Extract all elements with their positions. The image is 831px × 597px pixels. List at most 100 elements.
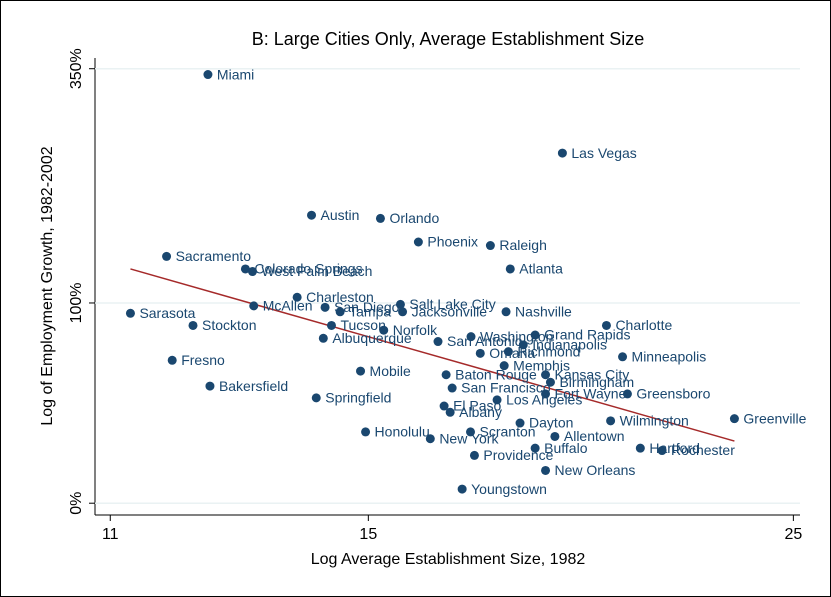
point: [475, 348, 485, 358]
point-label: Bakersfield: [219, 378, 288, 394]
point: [361, 427, 371, 437]
point-label: Tampa: [349, 303, 391, 319]
point-label: Buffalo: [544, 440, 588, 456]
point: [318, 333, 328, 343]
point: [557, 148, 567, 158]
point: [618, 352, 628, 362]
point-label: Salt Lake City: [409, 296, 495, 312]
point: [311, 393, 321, 403]
point: [398, 307, 408, 317]
point: [188, 320, 198, 330]
point-label: Greenville: [743, 410, 806, 426]
point-label: New Orleans: [555, 462, 636, 478]
point: [635, 443, 645, 453]
point-label: New York: [439, 430, 499, 446]
point: [292, 292, 302, 302]
point: [326, 320, 336, 330]
fit-line: [130, 268, 735, 442]
point-label: Greensboro: [636, 386, 710, 402]
point-label: Charlotte: [615, 317, 672, 333]
point-label: Norfolk: [393, 322, 438, 338]
y-tick-label: 350%: [68, 48, 85, 89]
point-label: Phoenix: [427, 234, 478, 250]
point-label: Las Vegas: [571, 145, 636, 161]
plot-area: [95, 58, 800, 515]
point: [729, 414, 739, 424]
point: [550, 431, 560, 441]
point: [249, 301, 259, 311]
point-label: Atlanta: [519, 261, 563, 277]
point: [501, 307, 511, 317]
point: [162, 251, 172, 261]
point: [395, 299, 405, 309]
point: [439, 401, 449, 411]
point-label: Jacksonville: [412, 303, 488, 319]
point-label: Memphis: [513, 357, 570, 373]
point: [518, 340, 528, 350]
chart-title: B: Large Cities Only, Average Establishm…: [252, 29, 645, 49]
point: [457, 484, 467, 494]
point-label: Fresno: [181, 352, 225, 368]
x-tick-label: 11: [102, 526, 119, 543]
point-label: McAllen: [263, 298, 313, 314]
point-label: Albuquerque: [332, 330, 412, 346]
point-label: Colorado Springs: [254, 261, 362, 277]
point-label: Fort Wayne: [555, 386, 627, 402]
point-label: Tucson: [340, 317, 385, 333]
point: [205, 381, 215, 391]
point: [307, 210, 317, 220]
point-label: Sacramento: [176, 248, 252, 264]
point: [203, 70, 213, 80]
point: [356, 366, 366, 376]
point: [541, 465, 551, 475]
point-label: Dayton: [529, 415, 573, 431]
point-label: West Palm Beach: [261, 263, 372, 279]
x-tick-label: 25: [784, 526, 802, 543]
point: [622, 389, 632, 399]
point-label: Baton Rouge: [455, 366, 537, 382]
point-label: Los Angeles: [506, 392, 582, 408]
point: [447, 383, 457, 393]
point-label: Omaha: [489, 345, 535, 361]
point: [545, 377, 555, 387]
point-label: San Francisco: [461, 380, 551, 396]
point: [499, 361, 509, 371]
point: [425, 434, 435, 444]
point-label: Stockton: [202, 317, 256, 333]
point: [541, 389, 551, 399]
point: [492, 395, 502, 405]
point: [530, 443, 540, 453]
y-axis-label: Log of Employment Growth, 1982-2002: [39, 146, 56, 425]
point-label: Scranton: [480, 424, 536, 440]
point: [601, 320, 611, 330]
y-tick-label: 0%: [68, 492, 85, 515]
point-label: Allentown: [564, 428, 625, 444]
point-label: Charleston: [306, 289, 374, 305]
point-label: Miami: [217, 66, 254, 82]
point-label: San Diego: [334, 299, 400, 315]
point: [466, 427, 476, 437]
point: [466, 332, 476, 342]
point: [125, 308, 135, 318]
point: [445, 407, 455, 417]
point-label: Youngstown: [471, 481, 547, 497]
x-axis-label: Log Average Establishment Size, 1982: [311, 551, 586, 568]
point-label: Sarasota: [139, 305, 195, 321]
point: [505, 264, 515, 274]
point: [441, 370, 451, 380]
point: [375, 213, 385, 223]
point-label: Kansas City: [555, 366, 630, 382]
y-tick-label: 100%: [68, 283, 85, 324]
point-label: Wilmington: [620, 413, 689, 429]
point: [485, 241, 495, 251]
point: [657, 446, 667, 456]
point-label: Mobile: [370, 363, 411, 379]
point-label: Springfield: [325, 390, 391, 406]
point: [247, 267, 257, 277]
point-label: Raleigh: [499, 237, 546, 253]
point: [335, 307, 345, 317]
point-label: Nashville: [515, 303, 572, 319]
point: [167, 355, 177, 365]
point: [413, 237, 423, 247]
